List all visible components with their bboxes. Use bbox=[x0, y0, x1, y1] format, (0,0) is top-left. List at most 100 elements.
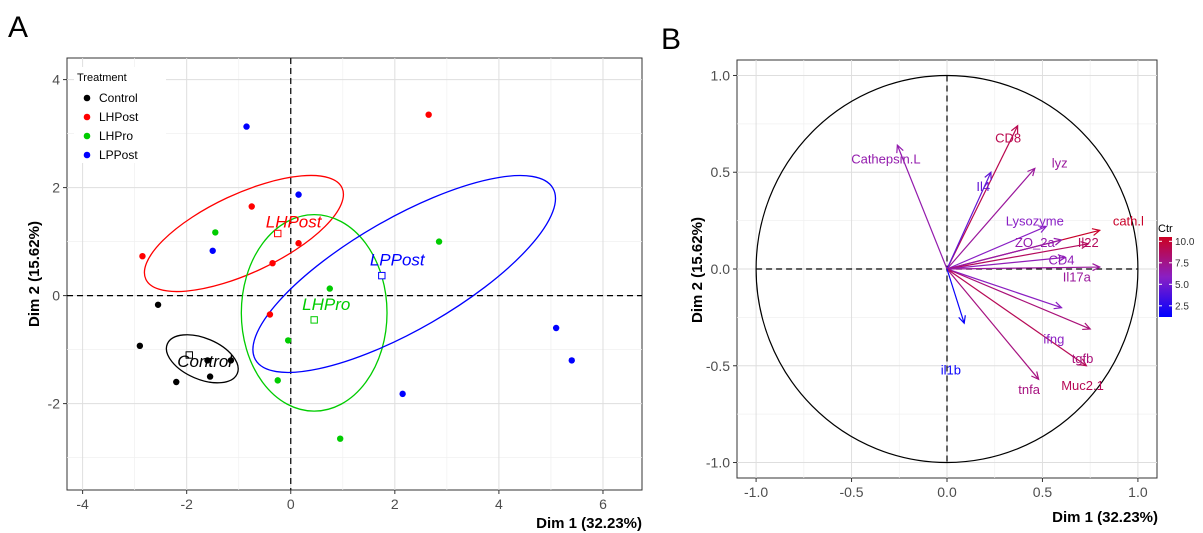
panel-label-b: B bbox=[661, 23, 681, 56]
variable-labels: CD8 Cathepsin.L lyz Il4 Lysozyme cath.l ZO_2a I… bbox=[851, 130, 1144, 397]
data-point-lhpro bbox=[326, 285, 333, 292]
y-axis-ticks-a: -2 0 2 4 bbox=[48, 72, 67, 412]
data-point-lhpro bbox=[336, 435, 344, 442]
variable-label-cd4: CD4 bbox=[1049, 252, 1075, 267]
colorbar-title: Ctr bbox=[1158, 223, 1173, 235]
x-tick-label: 6 bbox=[599, 496, 607, 512]
confidence-ellipse-control bbox=[165, 334, 239, 384]
data-point-lhpro bbox=[435, 238, 443, 245]
arrowhead-tnfa bbox=[1031, 371, 1040, 381]
zero-lines-a bbox=[67, 58, 642, 490]
variable-label-cathepsin-l: Cathepsin.L bbox=[851, 152, 920, 167]
arrowhead-lysozyme bbox=[1038, 225, 1048, 233]
variable-label-lyz: lyz bbox=[1052, 156, 1068, 171]
y-tick-label: 2 bbox=[52, 180, 60, 196]
group-labels: Control LHPost LHPro LPPost bbox=[177, 213, 426, 372]
x-axis-ticks-a: -4 -2 0 2 4 6 bbox=[76, 490, 607, 512]
data-point-lhpost bbox=[139, 252, 146, 260]
colorbar-tick-label: 10.0 bbox=[1175, 237, 1195, 248]
variable-label-ifng: ifng bbox=[1043, 332, 1064, 347]
colorbar-tick-label: 5.0 bbox=[1175, 280, 1189, 291]
arrowhead-lyz bbox=[1027, 167, 1036, 177]
y-tick-label: -0.5 bbox=[706, 358, 730, 374]
y-tick-label: 0.5 bbox=[711, 164, 731, 180]
data-point-lppost bbox=[399, 390, 406, 398]
data-point-lppost bbox=[209, 247, 216, 254]
data-point-control bbox=[206, 373, 214, 380]
centroid-lhpro bbox=[310, 316, 318, 324]
x-tick-label: 0 bbox=[287, 496, 295, 512]
arrow-cd8 bbox=[946, 125, 1019, 270]
centroid-control bbox=[185, 351, 193, 359]
data-point-control bbox=[173, 378, 180, 386]
x-axis-label-a: Dim 1 (32.23%) bbox=[536, 515, 642, 532]
variable-label-cd8: CD8 bbox=[995, 130, 1021, 145]
data-point-control bbox=[154, 301, 162, 308]
arrow-lysozyme bbox=[946, 225, 1047, 270]
arrowhead-ifng bbox=[1053, 301, 1063, 310]
confidence-ellipse-lppost bbox=[252, 174, 557, 374]
colorbar-tick-label: 2.5 bbox=[1175, 301, 1189, 312]
legend-label-lhpost: LHPost bbox=[99, 110, 139, 124]
arrow-muc2-1 bbox=[946, 268, 1087, 367]
data-point-lhpost bbox=[425, 111, 432, 118]
data-point-lhpost bbox=[269, 260, 276, 267]
arrowhead-tgfb bbox=[1082, 322, 1092, 331]
centroid-lhpost bbox=[274, 229, 282, 238]
group-label-lhpro: LHPro bbox=[302, 295, 350, 314]
data-point-lhpost bbox=[295, 240, 302, 247]
x-tick-label: 4 bbox=[495, 496, 503, 512]
arrow-il4 bbox=[946, 171, 992, 270]
data-point-lhpost bbox=[248, 203, 255, 210]
variable-label-tnfa: tnfa bbox=[1018, 382, 1040, 397]
data-point-lppost bbox=[552, 324, 560, 332]
variable-label-il4: Il4 bbox=[976, 179, 990, 194]
colorbar-gradient bbox=[1159, 237, 1172, 317]
y-axis-label-a: Dim 2 (15.62%) bbox=[26, 221, 43, 327]
arrowhead-zo-2a bbox=[1053, 237, 1063, 246]
data-point-lppost bbox=[243, 123, 250, 130]
x-tick-label: 0.5 bbox=[1033, 484, 1053, 500]
panel-label-a: A bbox=[8, 11, 28, 44]
arrow-cathepsin-l bbox=[896, 144, 948, 270]
x-tick-label: 0.0 bbox=[937, 484, 957, 500]
y-tick-label: -1.0 bbox=[706, 455, 730, 471]
legend: Treatment Control LHPost LHPro LPPost bbox=[74, 67, 166, 163]
data-point-lhpro bbox=[274, 377, 281, 384]
variable-label-zo-2a: ZO_2a bbox=[1015, 235, 1056, 250]
arrowhead-il22 bbox=[1080, 241, 1090, 250]
data-point-lhpro bbox=[284, 337, 292, 344]
data-points bbox=[136, 111, 575, 442]
variable-label-muc2-1: Muc2.1 bbox=[1061, 378, 1104, 393]
variable-label-il17a: Il17a bbox=[1063, 270, 1092, 285]
x-tick-label: -0.5 bbox=[839, 484, 863, 500]
y-tick-label: 0.0 bbox=[711, 261, 731, 277]
legend-key-control bbox=[83, 94, 91, 102]
variable-label-lysozyme: Lysozyme bbox=[1006, 214, 1064, 229]
arrow-il17a bbox=[946, 266, 1100, 270]
arrowhead-il17a bbox=[1092, 263, 1102, 272]
legend-key-lhpost bbox=[83, 113, 91, 121]
data-point-lppost bbox=[568, 357, 575, 364]
x-tick-label: -2 bbox=[180, 496, 193, 512]
legend-label-lppost: LPPost bbox=[99, 148, 138, 162]
x-tick-label: 2 bbox=[391, 496, 399, 512]
group-centroids bbox=[185, 229, 386, 359]
x-tick-label: 1.0 bbox=[1128, 484, 1148, 500]
y-axis-label-b: Dim 2 (15.62%) bbox=[689, 217, 706, 323]
variable-label-il22: Il22 bbox=[1078, 235, 1099, 250]
data-point-control bbox=[227, 357, 235, 364]
arrow-zo-2a bbox=[946, 239, 1062, 270]
unit-circle bbox=[755, 74, 1139, 464]
arrowhead-cd8 bbox=[1010, 124, 1019, 134]
x-tick-label: -1.0 bbox=[744, 484, 768, 500]
data-point-control bbox=[204, 357, 211, 364]
centroid-lppost bbox=[378, 271, 386, 280]
y-tick-label: 1.0 bbox=[711, 67, 731, 83]
variable-label-il1b: il1b bbox=[941, 363, 961, 378]
data-point-lppost bbox=[295, 191, 302, 198]
arrowhead-cd4 bbox=[1057, 254, 1067, 263]
legend-title: Treatment bbox=[77, 72, 127, 84]
colorbar-legend: Ctr 2.5 5.0 7.5 10.0 bbox=[1158, 223, 1195, 317]
